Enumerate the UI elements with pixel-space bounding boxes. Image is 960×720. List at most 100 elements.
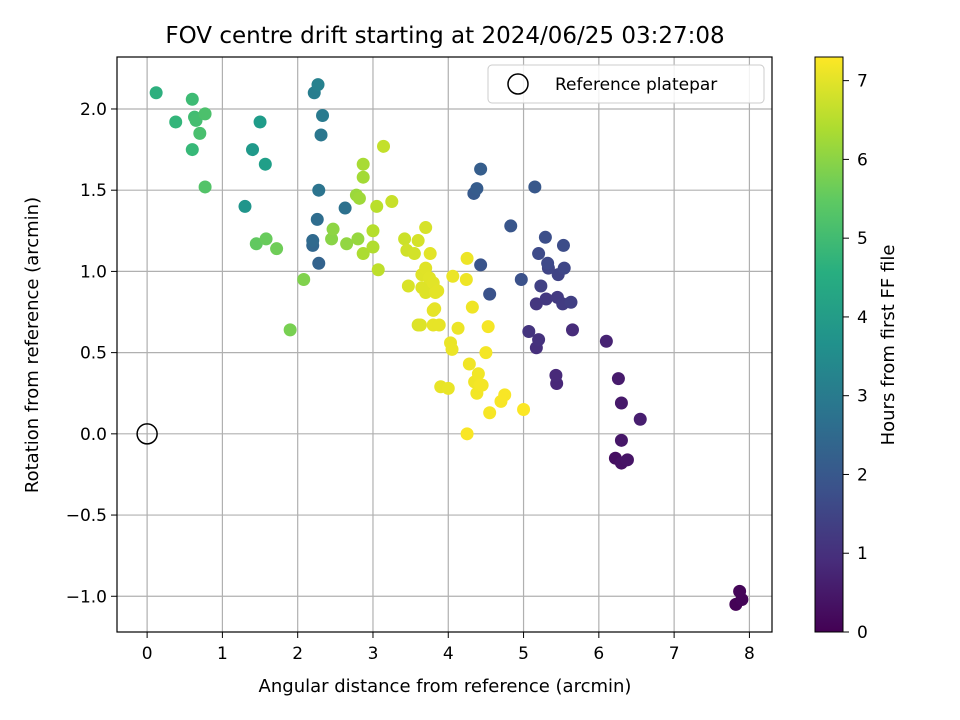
x-tick-label: 1 [217,644,228,664]
data-point [189,113,203,127]
data-point [356,157,370,171]
data-point [522,325,536,339]
data-point [633,412,647,426]
data-point [431,284,445,298]
data-point [193,126,207,140]
data-point [498,388,512,402]
data-point [451,321,465,335]
data-point [198,180,212,194]
colorbar-tick-label: 3 [857,387,868,407]
data-point [249,237,263,251]
data-point [356,247,370,261]
x-tick-label: 8 [744,644,755,664]
data-point [532,247,546,261]
x-axis-ticks: 0 1 2 3 4 5 6 7 8 [142,632,755,664]
data-point [483,287,497,301]
y-tick-label: 2.0 [80,100,107,120]
data-point [470,182,484,196]
data-point [413,318,427,332]
data-point [371,263,385,277]
data-point [474,162,488,176]
data-point [338,201,352,215]
data-point [483,406,497,420]
data-point [385,195,399,209]
data-point [504,219,518,233]
data-point [514,273,528,287]
data-point [481,320,495,334]
data-point [352,191,366,205]
data-point [366,224,380,238]
data-point [246,143,260,157]
reference-point [136,423,158,445]
reference-marker [136,423,158,445]
colorbar-tick-label: 5 [857,229,868,249]
data-point [565,323,579,337]
data-point [185,92,199,106]
data-point [366,240,380,254]
data-point [428,302,442,316]
data-point [325,232,339,246]
data-point [441,381,455,395]
data-point [614,433,628,447]
data-point [460,427,474,441]
colorbar-ticks: 0 1 2 3 4 5 6 7 [843,72,868,643]
data-point [198,107,212,121]
data-point [312,183,326,197]
data-point [306,234,320,248]
y-tick-label: 1.5 [80,181,107,201]
data-point [462,357,476,371]
y-axis-ticks: −1.0 −0.5 0.0 0.5 1.0 1.5 2.0 [66,100,117,607]
legend-box [487,64,765,104]
y-tick-label: 0.5 [80,344,107,364]
colorbar-gradient [814,56,844,633]
colorbar-tick-label: 1 [857,544,868,564]
x-axis-label: Angular distance from reference (arcmin) [259,676,632,697]
data-point [445,342,459,356]
chart-title: FOV centre drift starting at 2024/06/25 … [165,23,724,49]
colorbar-tick-label: 7 [857,72,868,92]
data-point [459,273,473,287]
x-tick-label: 4 [443,644,454,664]
data-point [312,256,326,270]
data-point [326,222,340,236]
data-points [149,78,749,611]
data-point [474,258,488,272]
data-point [538,230,552,244]
data-point [611,372,625,386]
y-axis-label: Rotation from reference (arcmin) [22,197,43,493]
data-point [539,292,553,306]
x-tick-label: 0 [142,644,153,664]
colorbar: 0 1 2 3 4 5 6 7 Hours from first FF file [814,56,899,643]
colorbar-tick-label: 4 [857,308,868,328]
data-point [169,115,183,129]
y-tick-label: 0.0 [80,425,107,445]
legend-marker-reference [507,73,529,95]
data-point [549,368,563,382]
data-point [532,333,546,347]
data-point [419,261,433,275]
y-tick-label: −1.0 [66,587,107,607]
data-point [465,300,479,314]
legend-label-reference: Reference platepar [555,75,717,95]
data-point [517,402,531,416]
data-point [460,251,474,265]
y-tick-label: −0.5 [66,506,107,526]
data-point [270,242,284,256]
x-tick-label: 5 [518,644,529,664]
plot-frame [116,56,773,633]
data-point [311,78,325,92]
colorbar-tick-label: 6 [857,150,868,170]
data-point [351,232,365,246]
colorbar-label: Hours from first FF file [878,245,899,446]
x-tick-label: 6 [593,644,604,664]
data-point [411,234,425,248]
data-point [556,238,570,252]
y-tick-label: 1.0 [80,262,107,282]
data-point [310,212,324,226]
data-point [297,273,311,287]
data-point [733,584,747,598]
data-point [398,232,412,246]
data-point [407,247,421,261]
data-point [377,139,391,153]
